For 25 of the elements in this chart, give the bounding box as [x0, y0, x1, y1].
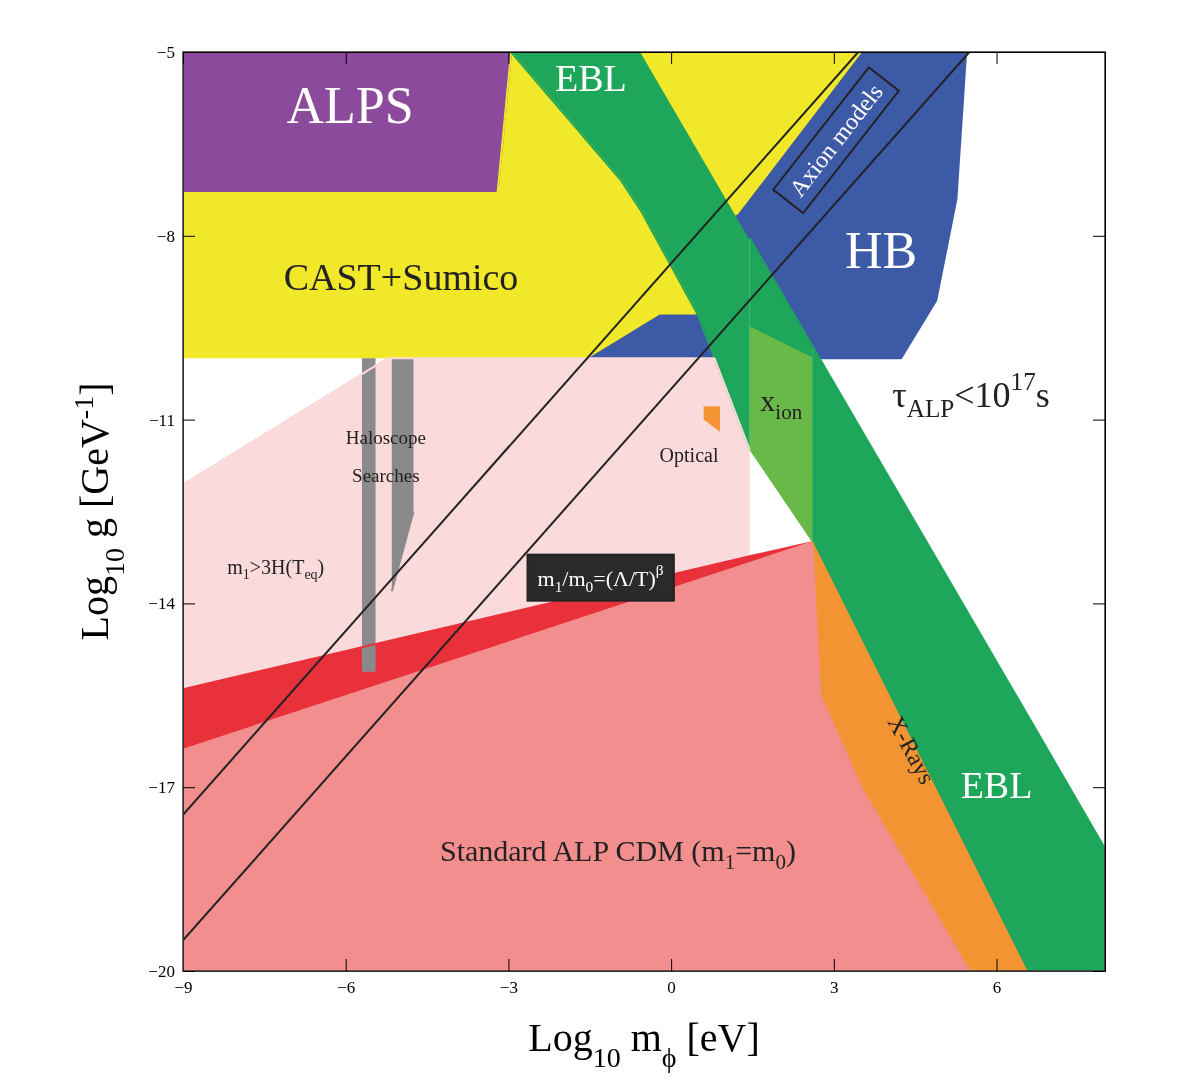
annotation: Optical	[659, 443, 719, 467]
annotation: x$_{ion}$	[760, 383, 803, 424]
annotation: CAST+Sumico	[283, 255, 519, 298]
annotation: ALPS	[286, 76, 414, 134]
y-tick-label: −14	[148, 594, 176, 614]
x-tick-label: −9	[174, 977, 193, 997]
y-tick-label: −11	[148, 410, 175, 430]
annotation: m$_{1}$/m$_{0}$=(Λ/T)$^{β}$	[537, 560, 664, 595]
x-tick-label: 0	[667, 977, 676, 997]
x-tick-label: 3	[830, 977, 839, 997]
annotation: m$_{1}$>3H(T$_{eq}$)	[227, 555, 325, 582]
x-tick-label: −6	[337, 977, 356, 997]
annotation: EBL	[960, 763, 1033, 806]
y-tick-label: −20	[148, 961, 175, 981]
y-tick-label: −5	[156, 42, 175, 62]
x-axis-title: Log$_{10}$ m$_{ϕ}$ [eV]	[528, 1015, 760, 1073]
annotation: Standard ALP CDM (m$_{1}$=m$_{0}$)	[439, 833, 796, 874]
annotation: HB	[844, 221, 918, 279]
x-tick-label: −3	[499, 977, 518, 997]
y-tick-label: −8	[156, 226, 175, 246]
annotation: EBL	[554, 56, 627, 99]
y-tick-label: −17	[148, 778, 176, 798]
annotation: Haloscope	[345, 426, 426, 448]
annotation: τ$_{ALP}$<10$^{17}$s	[892, 368, 1050, 423]
x-tick-label: 6	[992, 977, 1002, 997]
